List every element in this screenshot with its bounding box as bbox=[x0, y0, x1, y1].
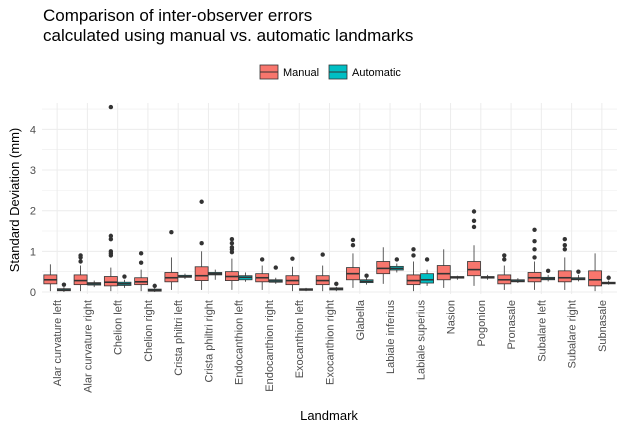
outlier-point bbox=[394, 257, 400, 262]
outlier-point bbox=[138, 251, 144, 256]
box-manual bbox=[406, 274, 421, 286]
outlier-point bbox=[606, 275, 611, 280]
x-tick-label: Glabella bbox=[355, 299, 367, 340]
box-manual bbox=[376, 261, 391, 275]
x-tick-label: Pogonion bbox=[476, 300, 488, 347]
chart-title-line-2: calculated using manual vs. automatic la… bbox=[43, 26, 414, 45]
outlier-point bbox=[471, 209, 477, 214]
y-tick-label: 2 bbox=[30, 206, 36, 218]
outlier-point bbox=[411, 247, 416, 252]
outlier-point bbox=[562, 236, 568, 242]
outlier-point bbox=[199, 241, 204, 246]
outlier-point bbox=[229, 245, 235, 250]
outlier-point bbox=[350, 237, 356, 243]
x-tick-label: Exocanthion left bbox=[294, 300, 306, 378]
box-manual bbox=[436, 265, 451, 281]
outlier-point bbox=[471, 218, 477, 224]
y-axis-title: Standard Deviation (mm) bbox=[7, 128, 22, 273]
x-tick-label: Subnasale bbox=[597, 300, 609, 352]
outlier-point bbox=[320, 252, 325, 257]
x-tick-label: Labiale inferius bbox=[385, 300, 397, 374]
outlier-point bbox=[562, 243, 568, 248]
x-tick-label: Alar curvature left bbox=[52, 300, 64, 386]
legend-label-automatic: Automatic bbox=[352, 67, 401, 79]
outlier-point bbox=[259, 257, 265, 262]
outlier-point bbox=[273, 265, 278, 270]
x-tick-label: Alar curvature right bbox=[82, 300, 94, 393]
outlier-point bbox=[199, 199, 204, 204]
box-manual bbox=[73, 274, 88, 286]
x-tick-label: Subalare left bbox=[536, 300, 548, 362]
outlier-point bbox=[364, 273, 369, 278]
outlier-point bbox=[424, 257, 430, 262]
x-tick-label: Chelion left bbox=[113, 300, 125, 355]
outlier-point bbox=[471, 224, 477, 230]
box-manual bbox=[588, 270, 602, 287]
x-tick-label: Subalare right bbox=[567, 300, 579, 369]
outlier-point bbox=[152, 283, 157, 289]
box-manual bbox=[467, 261, 481, 277]
outlier-point bbox=[350, 243, 356, 248]
outlier-point bbox=[532, 227, 537, 232]
outlier-point bbox=[78, 253, 83, 258]
outlier-point bbox=[138, 260, 144, 265]
box-automatic bbox=[420, 273, 434, 284]
outlier-point bbox=[532, 247, 537, 252]
outlier-point bbox=[502, 253, 507, 258]
box-manual bbox=[103, 276, 118, 287]
y-tick-label: 1 bbox=[30, 246, 36, 258]
chart-title-line-1: Comparison of inter-observer errors bbox=[43, 6, 313, 25]
x-tick-label: Crista philtri left bbox=[173, 300, 185, 376]
outlier-point bbox=[532, 238, 537, 244]
x-tick-label: Chelion right bbox=[143, 300, 155, 362]
outlier-point bbox=[576, 269, 581, 274]
x-tick-label: Endocanthion left bbox=[234, 300, 246, 385]
x-tick-label: Pronasale bbox=[506, 300, 518, 350]
x-tick-label: Exocanthion right bbox=[325, 300, 337, 385]
outlier-point bbox=[122, 274, 127, 279]
box-manual bbox=[194, 266, 209, 281]
y-tick-label: 3 bbox=[30, 165, 36, 177]
outlier-point bbox=[229, 241, 235, 246]
outlier-point bbox=[411, 253, 416, 258]
outlier-point bbox=[562, 247, 568, 252]
outlier-point bbox=[502, 257, 507, 262]
outlier-point bbox=[532, 255, 537, 260]
outlier-point bbox=[61, 282, 67, 287]
outlier-point bbox=[169, 230, 174, 235]
x-tick-label: Endocanthion right bbox=[264, 300, 276, 392]
outlier-point bbox=[334, 281, 339, 287]
outlier-point bbox=[108, 104, 114, 110]
x-tick-label: Crista philtri right bbox=[203, 300, 215, 383]
y-tick-label: 4 bbox=[30, 124, 36, 136]
outlier-point bbox=[108, 249, 114, 254]
box-manual bbox=[557, 270, 572, 283]
x-axis-title: Landmark bbox=[300, 408, 358, 423]
outlier-point bbox=[108, 236, 114, 242]
x-tick-label: Nasion bbox=[446, 300, 458, 334]
outlier-point bbox=[78, 259, 83, 264]
legend-label-manual: Manual bbox=[283, 67, 319, 79]
x-tick-label: Labiale superius bbox=[415, 300, 427, 381]
outlier-point bbox=[290, 256, 295, 261]
outlier-point bbox=[545, 268, 551, 274]
y-tick-label: 0 bbox=[30, 287, 36, 299]
outlier-point bbox=[108, 233, 114, 239]
outlier-point bbox=[229, 236, 235, 242]
